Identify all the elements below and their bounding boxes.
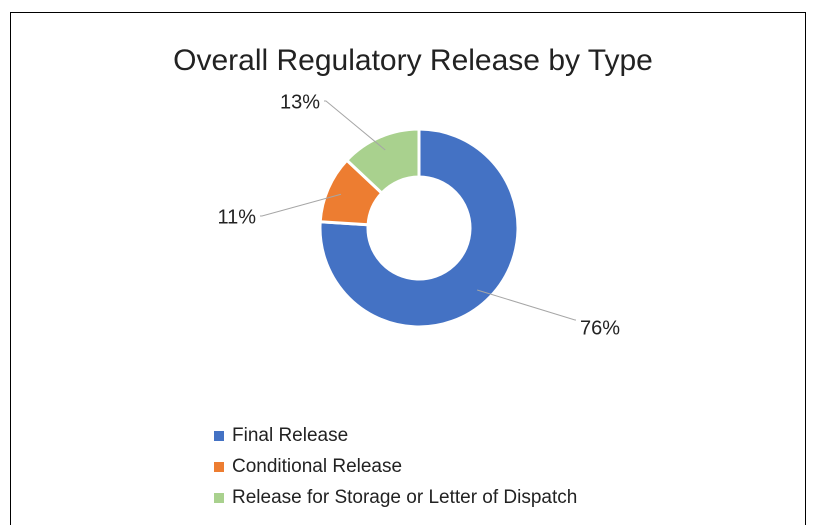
donut-segment [344, 127, 421, 196]
leader-line [324, 100, 386, 151]
chart-title: Overall Regulatory Release by Type [173, 44, 653, 77]
donut-segment [318, 127, 520, 329]
data-label: 13% [280, 91, 320, 113]
legend-label: Conditional Release [232, 456, 402, 477]
legend-label: Final Release [232, 425, 348, 446]
legend-swatch [214, 462, 224, 472]
legend-swatch [214, 493, 224, 503]
leader-line [260, 193, 342, 217]
chart-border [10, 12, 806, 525]
legend-swatch [214, 431, 224, 441]
leader-line [477, 289, 576, 321]
data-label: 11% [217, 206, 256, 228]
data-label: 76% [580, 317, 620, 339]
legend-label: Release for Storage or Letter of Dispatc… [232, 487, 577, 508]
